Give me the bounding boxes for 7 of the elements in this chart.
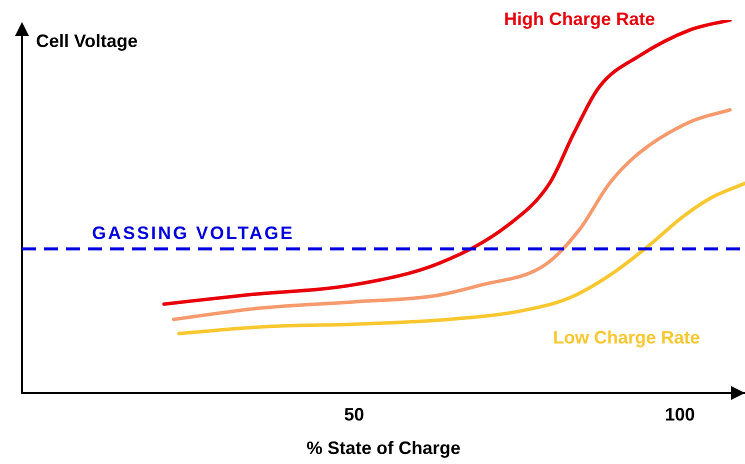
series-label: Low Charge Rate — [552, 327, 700, 348]
x-tick-label: 50 — [344, 404, 364, 425]
series-label: High Charge Rate — [504, 8, 656, 29]
x-tick-label: 100 — [664, 404, 695, 425]
x-axis-title: % State of Charge — [306, 438, 461, 458]
y-axis-title: Cell Voltage — [36, 30, 138, 51]
ref-line-label: GASSING VOLTAGE — [92, 222, 294, 243]
